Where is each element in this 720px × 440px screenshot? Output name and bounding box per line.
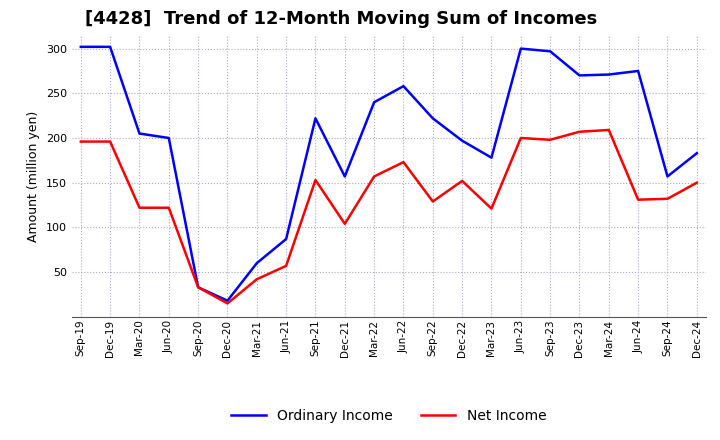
Net Income <box>164 205 173 210</box>
Ordinary Income <box>516 46 525 51</box>
Ordinary Income <box>458 138 467 143</box>
Ordinary Income <box>634 68 642 73</box>
Line: Net Income: Net Income <box>81 130 697 304</box>
Ordinary Income <box>693 150 701 156</box>
Net Income <box>546 137 554 143</box>
Text: [4428]  Trend of 12-Month Moving Sum of Incomes: [4428] Trend of 12-Month Moving Sum of I… <box>85 10 597 28</box>
Ordinary Income <box>341 174 349 179</box>
Net Income <box>223 301 232 306</box>
Ordinary Income <box>194 285 202 290</box>
Ordinary Income <box>663 174 672 179</box>
Net Income <box>575 129 584 134</box>
Net Income <box>370 174 379 179</box>
Net Income <box>106 139 114 144</box>
Net Income <box>458 178 467 183</box>
Net Income <box>76 139 85 144</box>
Ordinary Income <box>223 298 232 303</box>
Legend: Ordinary Income, Net Income: Ordinary Income, Net Income <box>226 403 552 428</box>
Ordinary Income <box>282 236 290 242</box>
Ordinary Income <box>399 84 408 89</box>
Net Income <box>634 197 642 202</box>
Ordinary Income <box>487 155 496 160</box>
Net Income <box>428 199 437 204</box>
Net Income <box>693 180 701 185</box>
Line: Ordinary Income: Ordinary Income <box>81 47 697 301</box>
Ordinary Income <box>164 136 173 141</box>
Ordinary Income <box>575 73 584 78</box>
Ordinary Income <box>311 116 320 121</box>
Net Income <box>605 127 613 132</box>
Ordinary Income <box>135 131 144 136</box>
Ordinary Income <box>76 44 85 49</box>
Net Income <box>253 277 261 282</box>
Net Income <box>663 196 672 202</box>
Ordinary Income <box>253 260 261 266</box>
Ordinary Income <box>605 72 613 77</box>
Y-axis label: Amount (million yen): Amount (million yen) <box>27 110 40 242</box>
Net Income <box>135 205 144 210</box>
Net Income <box>311 177 320 183</box>
Net Income <box>282 263 290 268</box>
Net Income <box>399 160 408 165</box>
Net Income <box>194 285 202 290</box>
Ordinary Income <box>546 49 554 54</box>
Net Income <box>341 221 349 227</box>
Net Income <box>487 206 496 211</box>
Ordinary Income <box>370 99 379 105</box>
Ordinary Income <box>428 116 437 121</box>
Net Income <box>516 136 525 141</box>
Ordinary Income <box>106 44 114 49</box>
